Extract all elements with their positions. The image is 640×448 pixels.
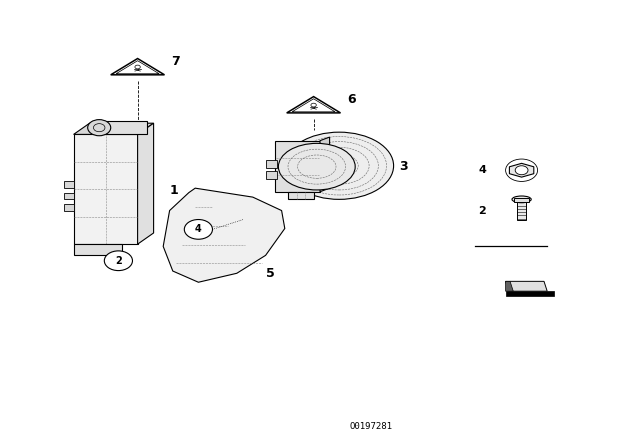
Polygon shape	[74, 134, 138, 244]
FancyBboxPatch shape	[266, 160, 277, 168]
Text: 2: 2	[115, 256, 122, 266]
Text: 6: 6	[348, 93, 356, 107]
Text: 4: 4	[478, 165, 486, 175]
FancyBboxPatch shape	[514, 198, 529, 202]
FancyBboxPatch shape	[106, 121, 147, 134]
Polygon shape	[287, 97, 340, 113]
Circle shape	[88, 120, 111, 136]
Circle shape	[184, 220, 212, 239]
FancyBboxPatch shape	[506, 291, 554, 296]
Polygon shape	[111, 59, 164, 75]
Ellipse shape	[285, 132, 394, 199]
Text: 3: 3	[399, 160, 407, 173]
Polygon shape	[509, 164, 534, 177]
FancyBboxPatch shape	[266, 171, 277, 179]
Text: 2: 2	[478, 206, 486, 215]
Polygon shape	[74, 123, 154, 134]
Text: O0197281: O0197281	[349, 422, 393, 431]
Polygon shape	[320, 137, 330, 192]
Polygon shape	[64, 181, 74, 188]
Circle shape	[104, 251, 132, 271]
Ellipse shape	[512, 196, 531, 203]
Polygon shape	[138, 123, 154, 244]
Ellipse shape	[278, 143, 355, 190]
Polygon shape	[506, 281, 547, 291]
Polygon shape	[163, 188, 285, 282]
Text: 4: 4	[195, 224, 202, 234]
Polygon shape	[64, 193, 74, 199]
Text: 5: 5	[266, 267, 275, 280]
Text: 1: 1	[170, 184, 179, 197]
FancyBboxPatch shape	[517, 202, 526, 220]
Polygon shape	[288, 192, 314, 199]
Text: 7: 7	[172, 55, 180, 69]
Circle shape	[515, 166, 528, 175]
Polygon shape	[506, 281, 513, 291]
Polygon shape	[74, 244, 122, 255]
Polygon shape	[275, 141, 320, 192]
Polygon shape	[64, 204, 74, 211]
